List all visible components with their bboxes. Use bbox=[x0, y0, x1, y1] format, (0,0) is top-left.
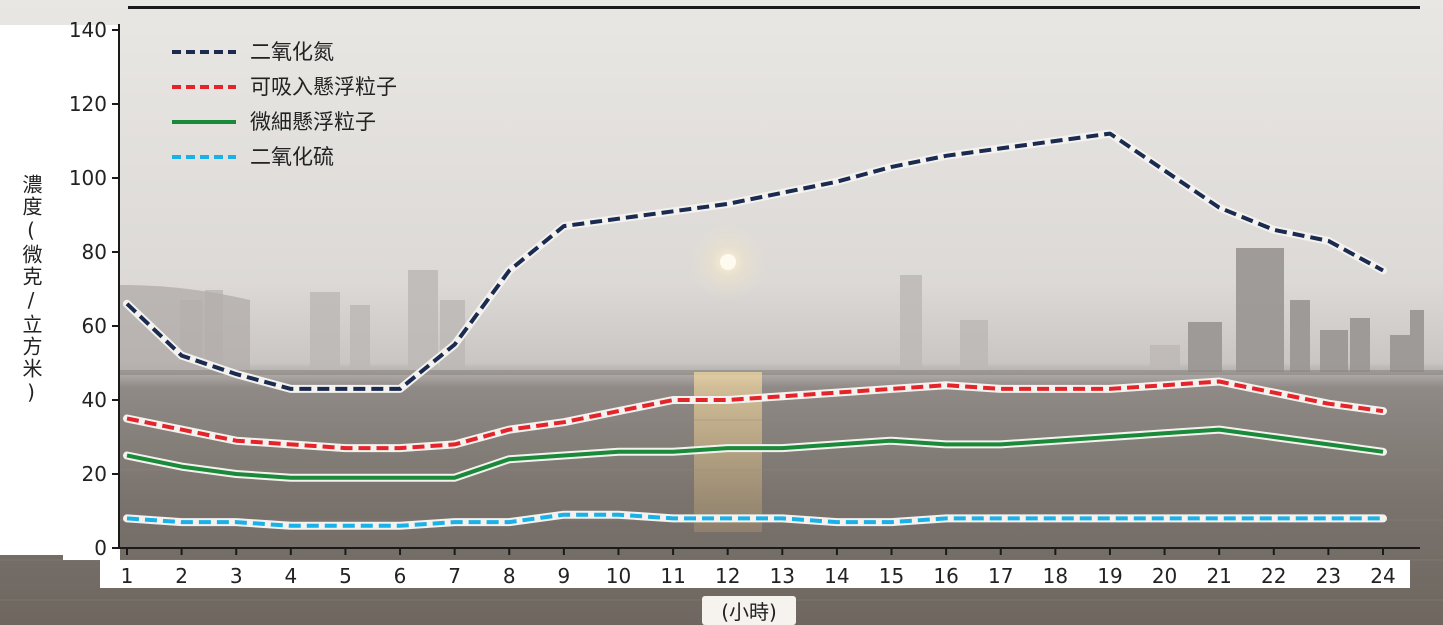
x-tick-label: 8 bbox=[503, 564, 516, 588]
y-axis-label-panel: 濃度(微克/立方米) bbox=[0, 25, 63, 555]
series-line bbox=[126, 512, 1383, 528]
legend-label: 二氧化硫 bbox=[250, 145, 334, 169]
x-tick-panel bbox=[100, 560, 1410, 588]
legend-label: 可吸入懸浮粒子 bbox=[250, 75, 397, 99]
x-tick-label: 1 bbox=[121, 564, 134, 588]
x-tick-label: 2 bbox=[175, 564, 188, 588]
x-tick-label: 14 bbox=[824, 564, 849, 588]
x-tick-label: 20 bbox=[1152, 564, 1177, 588]
series-line-halo bbox=[123, 425, 1387, 482]
x-tick-label: 5 bbox=[339, 564, 352, 588]
x-tick-label: 10 bbox=[606, 564, 631, 588]
x-tick-label: 16 bbox=[933, 564, 958, 588]
series-line bbox=[125, 131, 1384, 391]
x-axis-label: (小時) bbox=[702, 596, 796, 625]
x-tick-label: 13 bbox=[770, 564, 795, 588]
x-tick-label: 12 bbox=[715, 564, 740, 588]
y-tick-label: 80 bbox=[82, 240, 107, 264]
y-tick-label: 60 bbox=[82, 314, 107, 338]
x-tick-label: 7 bbox=[448, 564, 461, 588]
x-tick-label: 23 bbox=[1316, 564, 1341, 588]
x-tick-label: 3 bbox=[230, 564, 243, 588]
y-tick-label: 120 bbox=[69, 92, 107, 116]
y-axis-label: 濃度(微克/立方米) bbox=[19, 174, 43, 406]
top-rule bbox=[128, 6, 1420, 9]
x-tick-label: 18 bbox=[1043, 564, 1068, 588]
series-line bbox=[126, 427, 1384, 480]
x-tick-label: 4 bbox=[284, 564, 297, 588]
x-tick-label: 22 bbox=[1261, 564, 1286, 588]
y-tick-panel bbox=[63, 25, 120, 560]
x-tick-label: 9 bbox=[558, 564, 571, 588]
legend-label: 二氧化氮 bbox=[250, 40, 334, 64]
x-tick-label: 19 bbox=[1097, 564, 1122, 588]
y-tick-label: 140 bbox=[69, 18, 107, 42]
legend-label: 微細懸浮粒子 bbox=[250, 110, 376, 134]
x-tick-label: 21 bbox=[1206, 564, 1231, 588]
y-tick-label: 100 bbox=[69, 166, 107, 190]
y-tick-label: 20 bbox=[82, 462, 107, 486]
x-tick-label: 17 bbox=[988, 564, 1013, 588]
x-tick-label: 24 bbox=[1370, 564, 1395, 588]
y-tick-label: 0 bbox=[94, 536, 107, 560]
x-tick-label: 6 bbox=[394, 564, 407, 588]
x-tick-label: 15 bbox=[879, 564, 904, 588]
y-tick-label: 40 bbox=[82, 388, 107, 412]
series-line bbox=[126, 379, 1384, 451]
x-tick-label: 11 bbox=[660, 564, 685, 588]
series-line-halo bbox=[123, 129, 1387, 393]
